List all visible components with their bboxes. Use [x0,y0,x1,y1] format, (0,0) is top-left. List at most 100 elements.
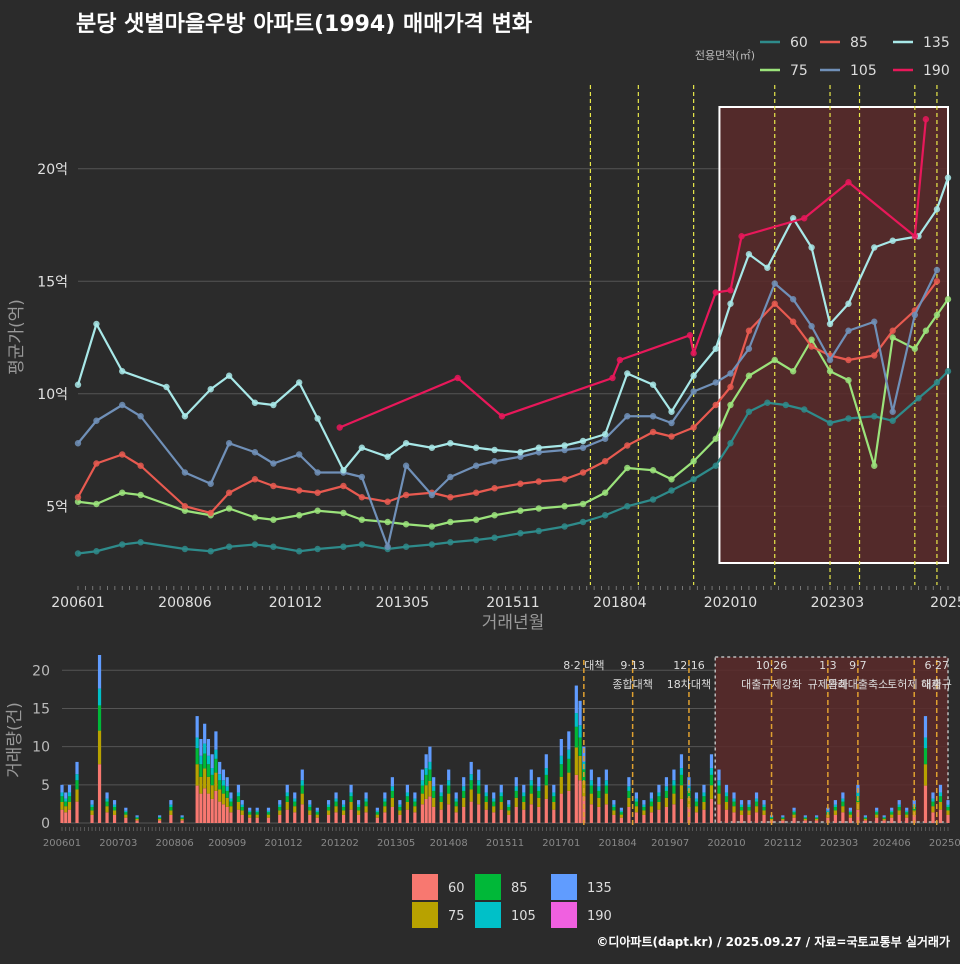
volume-bar-85 [97,705,102,731]
volume-bar-135 [112,800,117,805]
volume-bar-85 [946,806,950,811]
price-point-60 [764,399,771,406]
volume-bar-105 [724,792,729,797]
volume-bar-60 [420,804,425,823]
volume-bar-75 [349,802,353,810]
volume-bar-75 [375,814,379,818]
volume-bar-60 [398,814,402,823]
volume-bar-105 [169,804,173,807]
volume-bar-85 [199,764,203,777]
price-point-75 [944,296,952,303]
volume-bar-60 [627,806,631,823]
volume-bar-85 [578,737,582,756]
price-point-105 [119,401,126,409]
volume-bar-75 [709,785,714,799]
volume-bar-85 [64,801,68,807]
volume-bar-85 [499,796,503,802]
volume-bar-60 [405,809,409,823]
price-point-85 [137,462,144,469]
price-point-75 [922,327,930,334]
volume-bar-135 [248,807,252,811]
volume-bar-135 [383,792,387,799]
volume-bar-105 [432,786,436,791]
price-point-135 [649,381,657,388]
volume-bar-75 [169,810,173,815]
volume-bar-135 [158,815,162,817]
volume-bar-75 [180,818,184,821]
volume-bar-85 [559,764,563,777]
volume-bar-75 [439,802,443,810]
volume-bar-105 [642,804,646,807]
price-point-190 [690,350,697,357]
price-point-85 [472,489,480,496]
price-point-105 [251,449,259,456]
volume-bar-60 [781,820,785,823]
volume-bar-135 [67,784,72,793]
volume-bar-135 [432,777,436,787]
volume-bar-75 [537,797,541,807]
volume-bar-105 [694,798,699,802]
price-point-85 [579,469,587,476]
volume-bar-60 [709,798,714,823]
volume-bar-135 [266,807,271,811]
price-point-135 [944,174,952,181]
price-point-85 [225,489,233,496]
volume-bar-60 [67,809,72,823]
price-point-135 [579,437,587,445]
volume-bar-85 [315,812,319,815]
volume-bar-135 [169,800,173,805]
volume-bar-60 [97,764,102,823]
price-point-75 [712,435,719,442]
price-point-75 [428,523,436,530]
volume-bar-75 [334,806,338,813]
volume-ytick-label: 0 [41,816,50,832]
volume-bar-85 [398,806,402,811]
volume-bar-75 [514,797,518,807]
volume-bar-75 [897,810,901,815]
volume-bar-105 [206,755,211,765]
volume-bar-135 [124,807,128,811]
volume-bar-135 [424,754,428,769]
volume-bar-85 [236,796,241,802]
volume-bar-105 [574,713,578,727]
price-point-135 [447,440,454,447]
price-point-60 [207,548,214,555]
volume-bar-75 [64,806,68,813]
volume-bar-60 [657,809,661,823]
price-point-60 [649,496,657,503]
price-point-135 [933,206,941,213]
volume-bar-85 [248,812,252,815]
volume-bar-75 [218,789,222,802]
volume-bar-60 [499,809,503,823]
policy-label: 9·13 [620,659,645,672]
price-point-85 [561,476,568,483]
volume-bar-105 [214,749,218,759]
volume-bar-75 [612,810,616,815]
volume-bar-75 [604,793,608,805]
policy-sublabel: 18차대책 [667,678,711,691]
price-point-75 [402,521,410,528]
volume-bar-75 [75,789,79,802]
volume-bar-60 [484,809,488,823]
price-point-190 [801,215,808,222]
volume-bar-60 [672,804,676,823]
price-point-75 [517,507,524,514]
volume-ytick-label: 15 [32,701,50,717]
volume-bar-75 [356,810,361,815]
price-point-105 [845,327,852,334]
price-point-135 [358,444,366,451]
volume-bar-85 [781,817,785,819]
volume-bar-60 [803,820,807,823]
price-point-60 [889,417,896,424]
volume-bar-105 [537,786,541,791]
volume-bar-105 [375,810,379,813]
volume-bar-135 [300,769,304,781]
volume-bar-105 [477,780,481,786]
volume-bar-135 [64,792,68,799]
volume-bar-60 [210,798,214,823]
volume-ytick-label: 5 [41,778,50,794]
volume-bar-105 [60,792,64,797]
volume-bar-135 [180,815,184,817]
price-point-60 [181,545,189,553]
